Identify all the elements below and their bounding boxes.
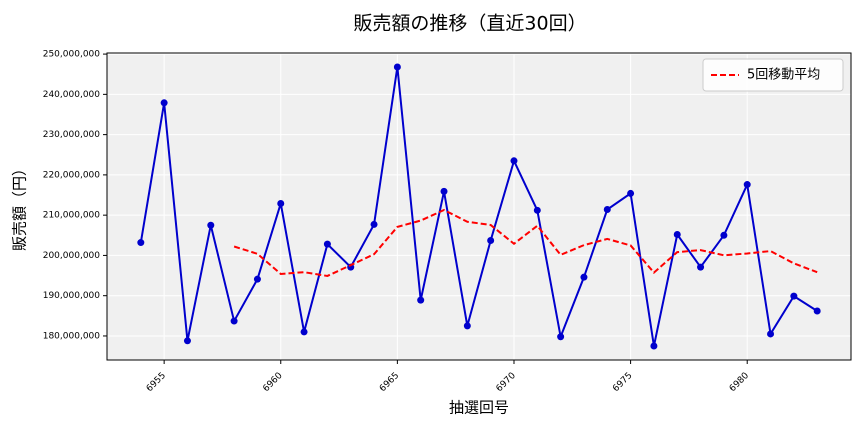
point bbox=[673, 230, 681, 238]
point bbox=[463, 322, 471, 330]
legend-box bbox=[702, 58, 844, 92]
point bbox=[603, 206, 611, 214]
point bbox=[720, 231, 728, 239]
point bbox=[767, 330, 775, 338]
y-tick-label: 180,000,000 bbox=[43, 331, 101, 341]
x-axis-title: 抽選回号 bbox=[449, 399, 509, 417]
point bbox=[790, 292, 798, 300]
point bbox=[440, 187, 448, 195]
point bbox=[160, 99, 168, 107]
y-tick-label: 190,000,000 bbox=[43, 291, 101, 301]
point bbox=[743, 181, 751, 189]
point bbox=[230, 317, 238, 325]
point bbox=[370, 220, 378, 228]
y-tick-label: 210,000,000 bbox=[43, 211, 101, 221]
point bbox=[417, 296, 425, 304]
point bbox=[697, 263, 705, 271]
y-tick-label: 220,000,000 bbox=[43, 170, 101, 180]
series-line bbox=[139, 66, 818, 347]
x-tick-label: 6960 bbox=[261, 371, 284, 394]
point bbox=[207, 221, 215, 229]
x-tick-label: 6970 bbox=[495, 371, 518, 394]
plot-area bbox=[107, 53, 851, 360]
point bbox=[813, 307, 821, 315]
point bbox=[323, 240, 331, 248]
point bbox=[510, 157, 518, 165]
legend-label: 5回移動平均 bbox=[747, 68, 820, 83]
chart-title: 販売額の推移（直近30回） bbox=[353, 13, 586, 35]
y-tick-label: 230,000,000 bbox=[43, 130, 101, 140]
x-tick-label: 6980 bbox=[728, 371, 751, 394]
point bbox=[580, 273, 588, 281]
point bbox=[627, 189, 635, 197]
x-tick-label: 6975 bbox=[611, 371, 634, 394]
point bbox=[533, 206, 541, 214]
y-tick-label: 250,000,000 bbox=[43, 50, 101, 60]
point bbox=[300, 328, 308, 336]
point bbox=[183, 337, 191, 345]
x-tick-label: 6955 bbox=[145, 371, 168, 394]
point bbox=[253, 275, 261, 283]
y-tick-label: 240,000,000 bbox=[43, 90, 101, 100]
point bbox=[650, 342, 658, 350]
point bbox=[557, 333, 565, 341]
point bbox=[137, 239, 145, 247]
x-tick-label: 6965 bbox=[378, 371, 401, 394]
y-axis-title: 販売額（円） bbox=[11, 161, 29, 251]
point bbox=[277, 199, 285, 207]
plot-frame bbox=[106, 52, 852, 361]
series-line bbox=[233, 208, 818, 277]
point bbox=[393, 63, 401, 71]
y-tick-label: 200,000,000 bbox=[43, 251, 101, 261]
point bbox=[487, 237, 495, 245]
